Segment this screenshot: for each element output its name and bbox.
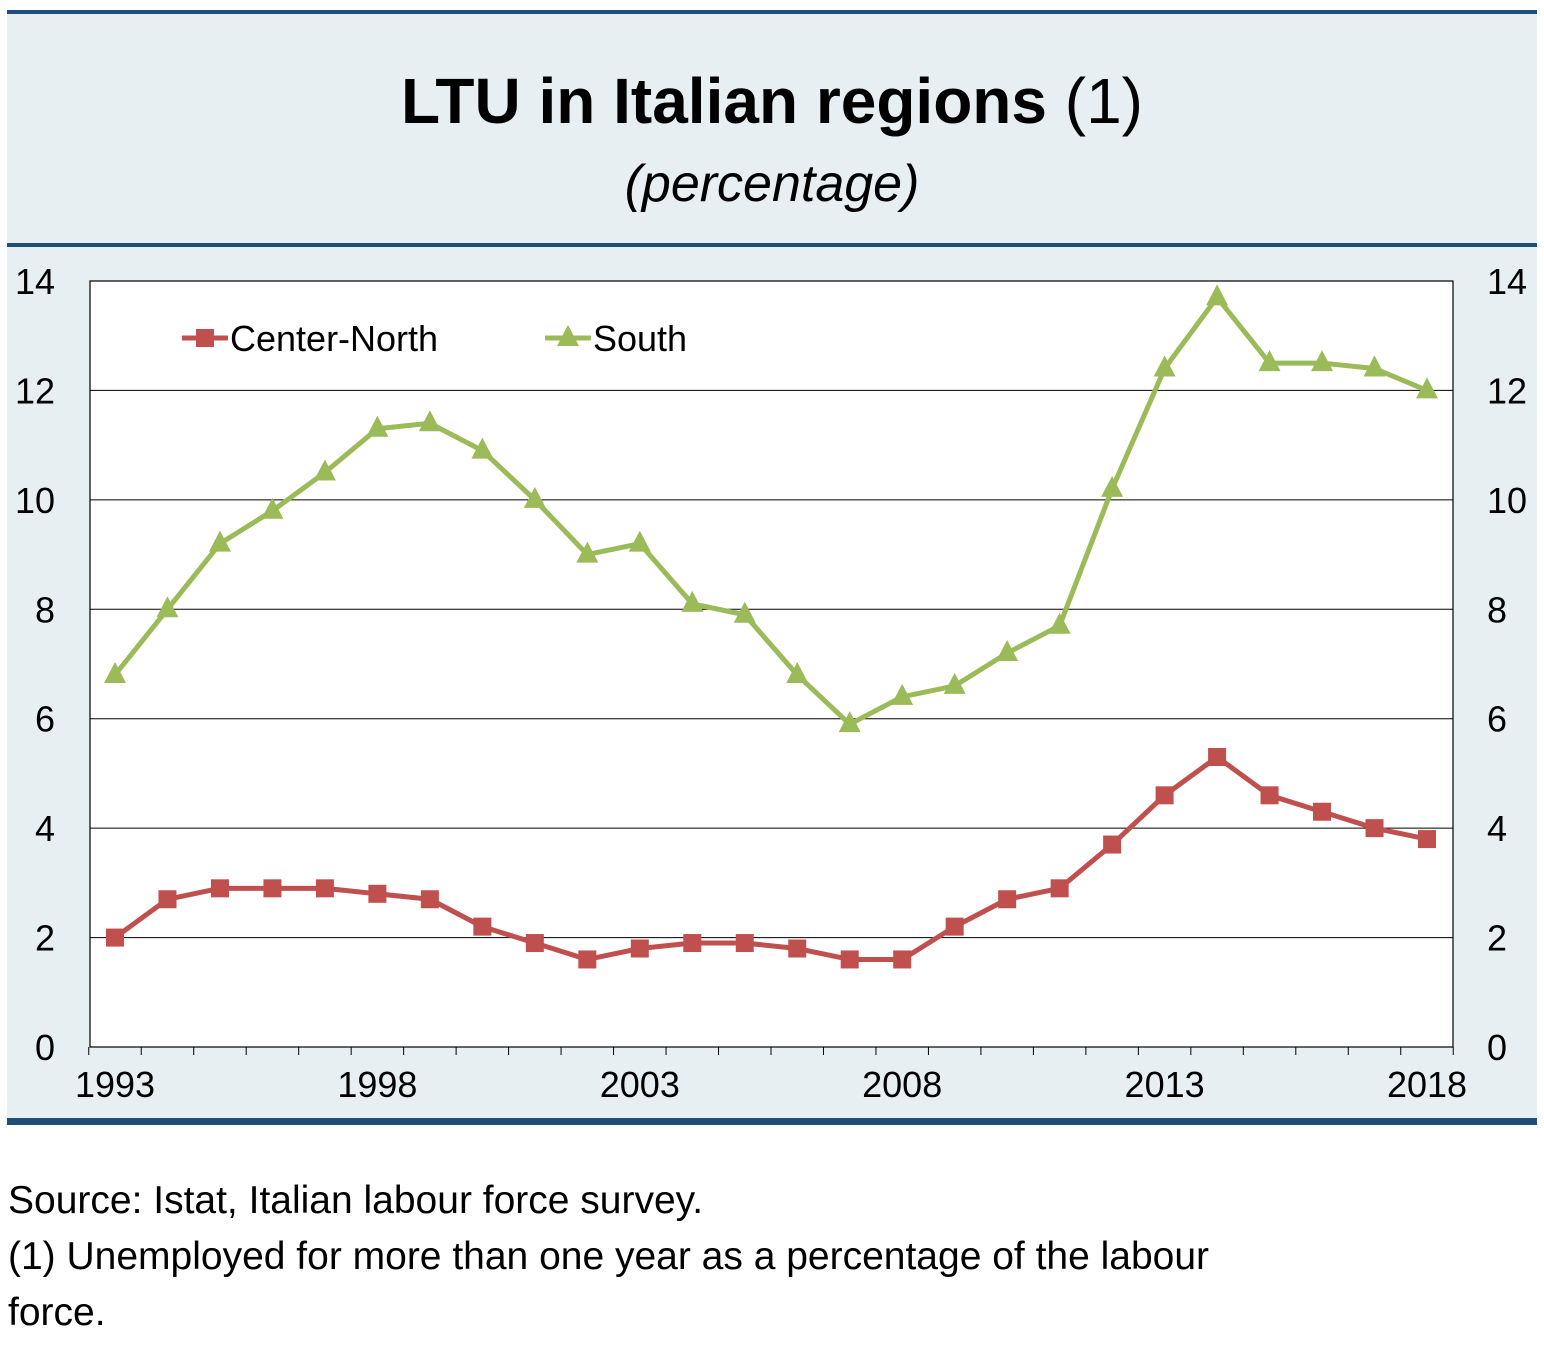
x-tick-label: 1993 — [75, 1064, 155, 1105]
data-point — [1260, 786, 1279, 805]
data-point — [420, 890, 439, 909]
data-point — [1365, 819, 1384, 838]
data-point — [786, 661, 809, 683]
data-point — [1103, 835, 1122, 854]
chart-header: LTU in Italian regions (1) (percentage) — [7, 10, 1537, 244]
legend-marker — [557, 325, 579, 346]
y-tick-label-right: 6 — [1487, 699, 1507, 740]
bottom-divider — [7, 1118, 1537, 1125]
data-point — [1153, 355, 1176, 377]
y-tick-label-left: 0 — [35, 1027, 55, 1068]
data-point — [788, 939, 807, 958]
y-tick-label-left: 8 — [35, 589, 55, 630]
plot-area — [89, 280, 1454, 1048]
x-tick-label: 2008 — [862, 1064, 942, 1105]
header-divider — [7, 243, 1537, 247]
data-point — [473, 917, 492, 936]
data-point — [840, 950, 859, 969]
data-point — [733, 601, 756, 623]
data-point — [313, 459, 336, 481]
x-tick-label: 2013 — [1125, 1064, 1205, 1105]
y-tick-label-left: 4 — [35, 808, 55, 849]
data-point — [943, 672, 966, 694]
data-point — [891, 683, 914, 705]
data-point — [838, 711, 861, 733]
data-point — [576, 541, 599, 563]
y-tick-label-right: 12 — [1487, 370, 1527, 411]
y-tick-label-right: 0 — [1487, 1027, 1507, 1068]
source-note: Source: Istat, Italian labour force surv… — [8, 1179, 704, 1222]
x-tick-label: 2018 — [1387, 1064, 1467, 1105]
series-line — [113, 294, 1428, 727]
data-point — [1050, 879, 1069, 898]
data-point — [1363, 355, 1386, 377]
data-point — [1208, 748, 1227, 767]
data-point — [418, 410, 441, 432]
data-point — [893, 950, 912, 969]
y-tick-label-right: 2 — [1487, 918, 1507, 959]
data-point — [525, 934, 544, 953]
data-point — [208, 530, 231, 552]
data-point — [261, 497, 284, 519]
data-point — [1311, 350, 1334, 372]
data-point — [628, 530, 651, 552]
y-tick-label-right: 4 — [1487, 808, 1507, 849]
y-tick-label-left: 10 — [15, 480, 55, 521]
data-point — [1048, 612, 1071, 634]
data-point — [1206, 284, 1229, 306]
data-point — [523, 486, 546, 508]
y-tick-label-right: 8 — [1487, 589, 1507, 630]
y-tick-label-left: 14 — [15, 261, 55, 302]
data-point — [156, 596, 179, 618]
data-point — [106, 928, 124, 947]
x-tick-label: 1998 — [337, 1064, 417, 1105]
legend-label: Center-North — [230, 318, 438, 359]
data-point — [368, 884, 387, 903]
data-point — [210, 879, 229, 898]
data-point — [1101, 475, 1124, 497]
data-point — [263, 879, 282, 898]
y-tick-label-left: 2 — [35, 918, 55, 959]
data-point — [315, 879, 334, 898]
footnote-line2: force. — [8, 1291, 106, 1334]
data-point — [630, 939, 649, 958]
data-point — [578, 950, 597, 969]
x-tick-label: 2003 — [600, 1064, 680, 1105]
y-tick-label-left: 6 — [35, 699, 55, 740]
line-chart: 0 0 2 2 4 4 6 6 8 8 10 10 12 12 14 14 1993 1998 2003 2008 20… — [15, 261, 1527, 1105]
data-point — [1155, 786, 1174, 805]
chart-subtitle: (percentage) — [624, 155, 920, 213]
data-point — [735, 934, 754, 953]
data-point — [158, 890, 177, 909]
data-point — [366, 415, 389, 437]
data-point — [104, 661, 126, 683]
data-point — [681, 590, 704, 612]
data-point — [945, 917, 964, 936]
data-point — [996, 640, 1019, 662]
data-point — [1418, 830, 1436, 849]
y-tick-label-right: 10 — [1487, 480, 1527, 521]
data-point — [1313, 802, 1332, 821]
chart-title: LTU in Italian regions (1) — [401, 65, 1143, 137]
data-point — [998, 890, 1017, 909]
data-point — [471, 437, 494, 459]
series-south — [113, 294, 1428, 727]
y-tick-label-left: 12 — [15, 370, 55, 411]
data-point — [1416, 377, 1438, 399]
legend-label: South — [593, 318, 687, 359]
legend-marker — [196, 329, 214, 347]
data-point — [1258, 350, 1281, 372]
data-point — [683, 934, 702, 953]
y-tick-label-right: 14 — [1487, 261, 1527, 302]
footnote-line1: (1) Unemployed for more than one year as… — [8, 1235, 1210, 1278]
